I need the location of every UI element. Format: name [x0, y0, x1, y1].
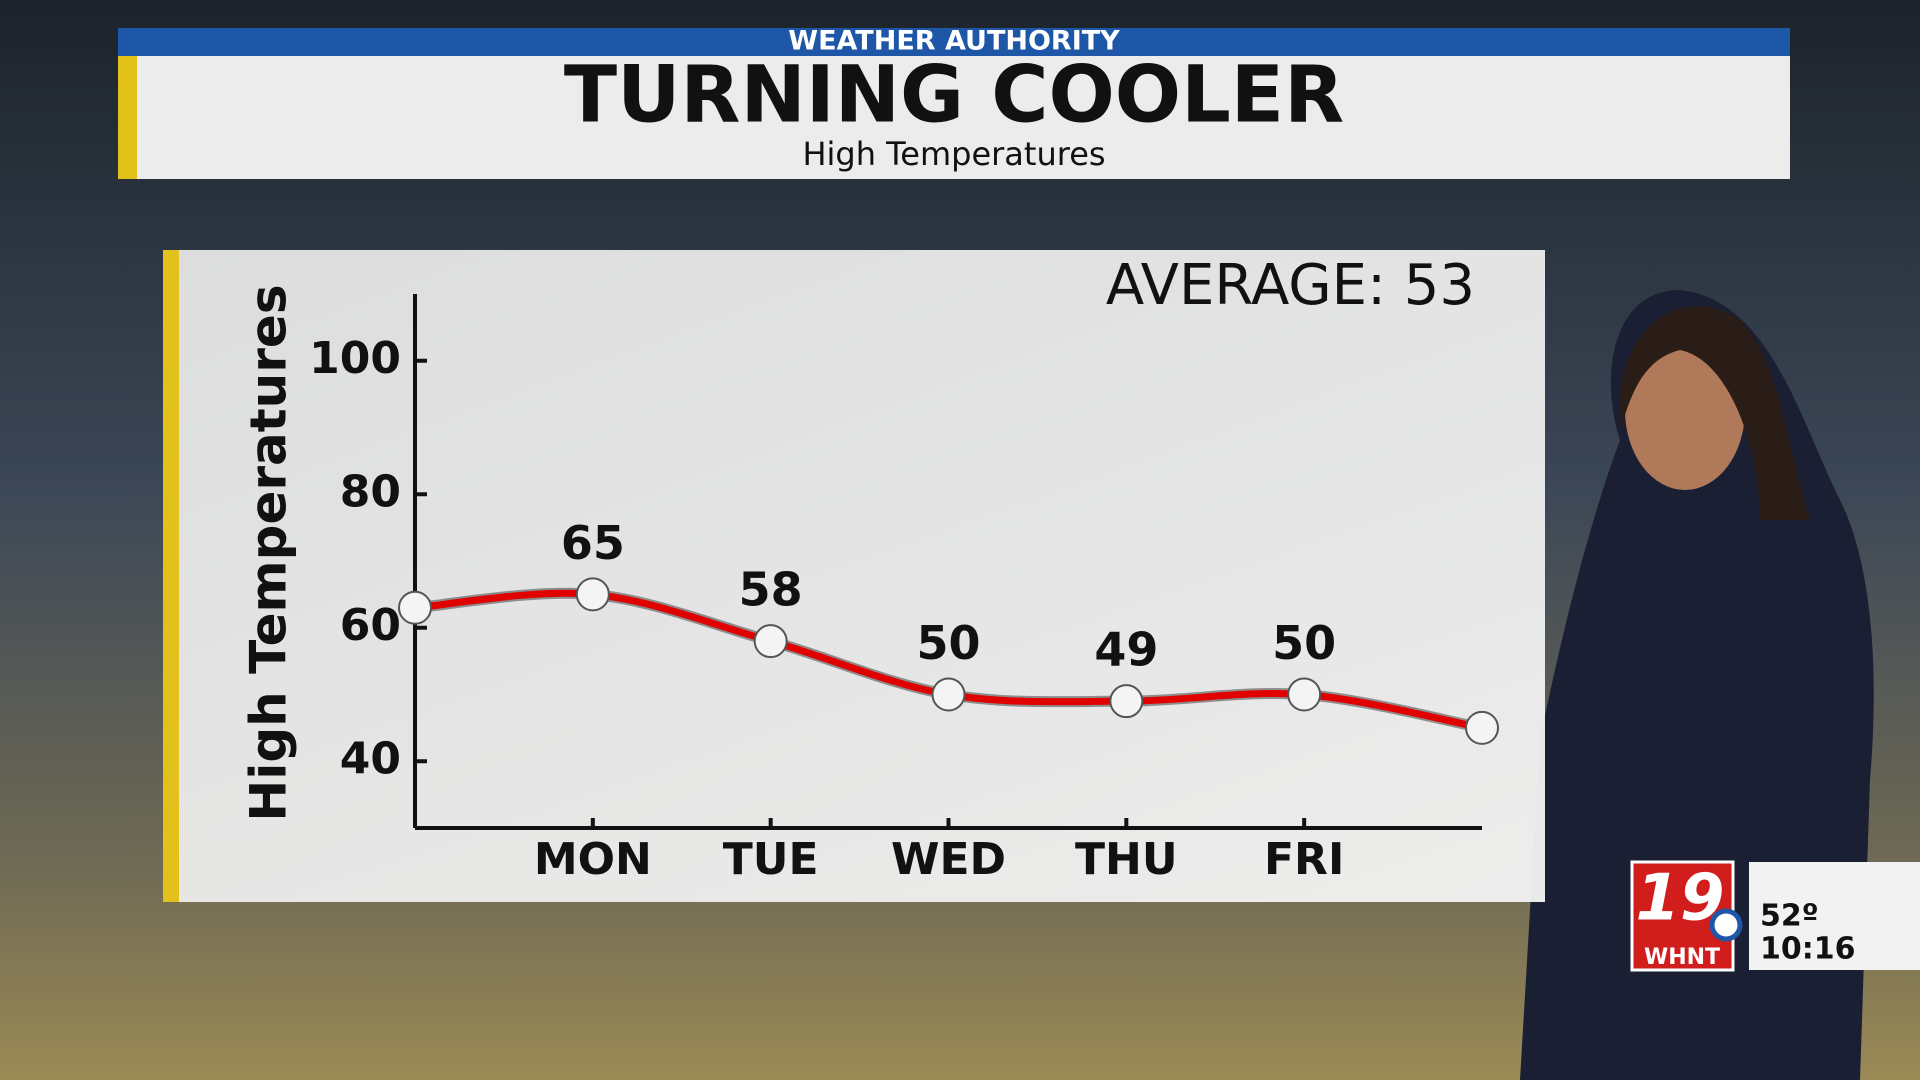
point [753, 624, 788, 659]
plot: 40 60 80 100 MON TUE WED THU FRI 65 58 50 49 50 [309, 294, 1499, 885]
panel-accent [163, 250, 179, 902]
temperature: 52º [1760, 899, 1819, 934]
banner-accent [118, 56, 137, 179]
banner-strip [118, 28, 1790, 56]
point [575, 577, 610, 612]
point [1465, 710, 1499, 745]
data-label: 49 [1094, 623, 1158, 677]
point [1109, 684, 1144, 719]
annotation: AVERAGE: 53 [1106, 253, 1475, 318]
clock: 10:16 [1760, 932, 1856, 967]
info-box [1749, 862, 1920, 970]
network-eye [1709, 908, 1743, 942]
data-label: 65 [561, 516, 625, 570]
subtitle: High Temperatures [802, 135, 1105, 173]
x-tick-label: FRI [1264, 834, 1344, 885]
y-tick-label: 100 [309, 333, 401, 384]
y-tick-label: 60 [340, 600, 401, 651]
y-tick-label: 80 [340, 466, 401, 517]
banner [118, 56, 1790, 179]
data-label: 50 [1272, 616, 1336, 670]
point [1287, 677, 1322, 712]
chart-panel [163, 250, 1545, 902]
station: WHNT [1644, 945, 1720, 970]
kicker: WEATHER AUTHORITY [788, 26, 1120, 57]
x-tick-label: WED [891, 834, 1006, 885]
data-label: 50 [916, 616, 980, 670]
point [398, 590, 432, 625]
y-axis-label: High Temperatures [240, 284, 298, 821]
data-label: 58 [739, 563, 803, 617]
y-tick-label: 40 [340, 733, 401, 784]
point [931, 677, 966, 712]
x-tick-label: TUE [723, 834, 819, 885]
x-tick-label: THU [1075, 834, 1178, 885]
title: TURNING COOLER [564, 50, 1344, 140]
x-tick-label: MON [534, 834, 652, 885]
